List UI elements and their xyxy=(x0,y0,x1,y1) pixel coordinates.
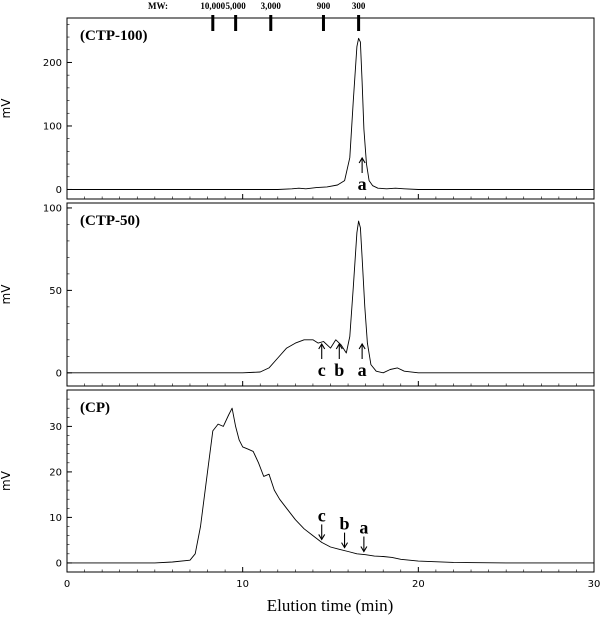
x-tick-label: 0 xyxy=(64,579,70,590)
peak-arrow xyxy=(341,532,349,549)
peak-label: c xyxy=(318,360,326,380)
y-tick-label: 100 xyxy=(43,203,62,214)
peak-arrow xyxy=(358,342,366,359)
panel-title: (CTP-50) xyxy=(80,213,140,229)
panel-title: (CTP-100) xyxy=(80,28,148,44)
molecular-weight-marker-bar: MW: 10,000 5,000 3,000 900 300 xyxy=(148,1,366,31)
mw-value-label: 300 xyxy=(352,1,366,11)
peak-label: c xyxy=(318,505,326,525)
plot-frame xyxy=(66,17,595,200)
y-tick-label: 0 xyxy=(56,558,62,569)
mw-value-label: 3,000 xyxy=(261,1,282,11)
y-tick-label: 100 xyxy=(43,121,62,132)
peak-label: a xyxy=(358,174,367,194)
peak-label: b xyxy=(334,360,344,380)
y-tick-label: 20 xyxy=(49,467,62,478)
peak-arrow xyxy=(318,342,326,359)
x-axis-label: Elution time (min) xyxy=(267,596,394,615)
y-axis-label: mV xyxy=(0,98,13,119)
x-tick-label: 10 xyxy=(236,579,249,590)
chart-panel: 0 100 200 mV (CTP-100) a xyxy=(0,17,595,200)
mw-value-label: 10,000 xyxy=(200,1,225,11)
mw-value-label: 5,000 xyxy=(226,1,247,11)
y-tick-label: 50 xyxy=(49,286,62,297)
peak-label: a xyxy=(358,360,367,380)
y-axis-label: mV xyxy=(0,284,13,305)
plot-frame xyxy=(66,202,595,387)
peak-label: b xyxy=(340,514,350,534)
chromatogram-line xyxy=(67,407,594,564)
peak-label: a xyxy=(359,518,368,538)
chart-panel: 0 10 20 30 mV (CP) c b a 0 10 20 30 xyxy=(0,389,600,590)
chromatogram-line xyxy=(67,220,594,374)
y-tick-label: 30 xyxy=(49,422,62,433)
peak-arrow xyxy=(360,536,368,553)
peak-arrow xyxy=(335,342,343,359)
x-tick-label: 30 xyxy=(588,579,600,590)
peak-arrow xyxy=(318,524,326,541)
y-tick-label: 10 xyxy=(49,513,62,524)
y-tick-label: 0 xyxy=(56,185,62,196)
y-tick-label: 200 xyxy=(43,58,62,69)
mw-label: MW: xyxy=(148,1,168,11)
y-axis-label: mV xyxy=(0,470,13,491)
y-tick-label: 0 xyxy=(56,368,62,379)
mw-value-label: 900 xyxy=(317,1,331,11)
peak-arrow xyxy=(358,156,366,173)
x-tick-label: 20 xyxy=(412,579,425,590)
chart-panel: 0 50 100 mV (CTP-50) c b a xyxy=(0,202,595,387)
panel-title: (CP) xyxy=(80,400,110,416)
plot-frame xyxy=(66,389,595,573)
chromatogram-line xyxy=(67,37,594,190)
